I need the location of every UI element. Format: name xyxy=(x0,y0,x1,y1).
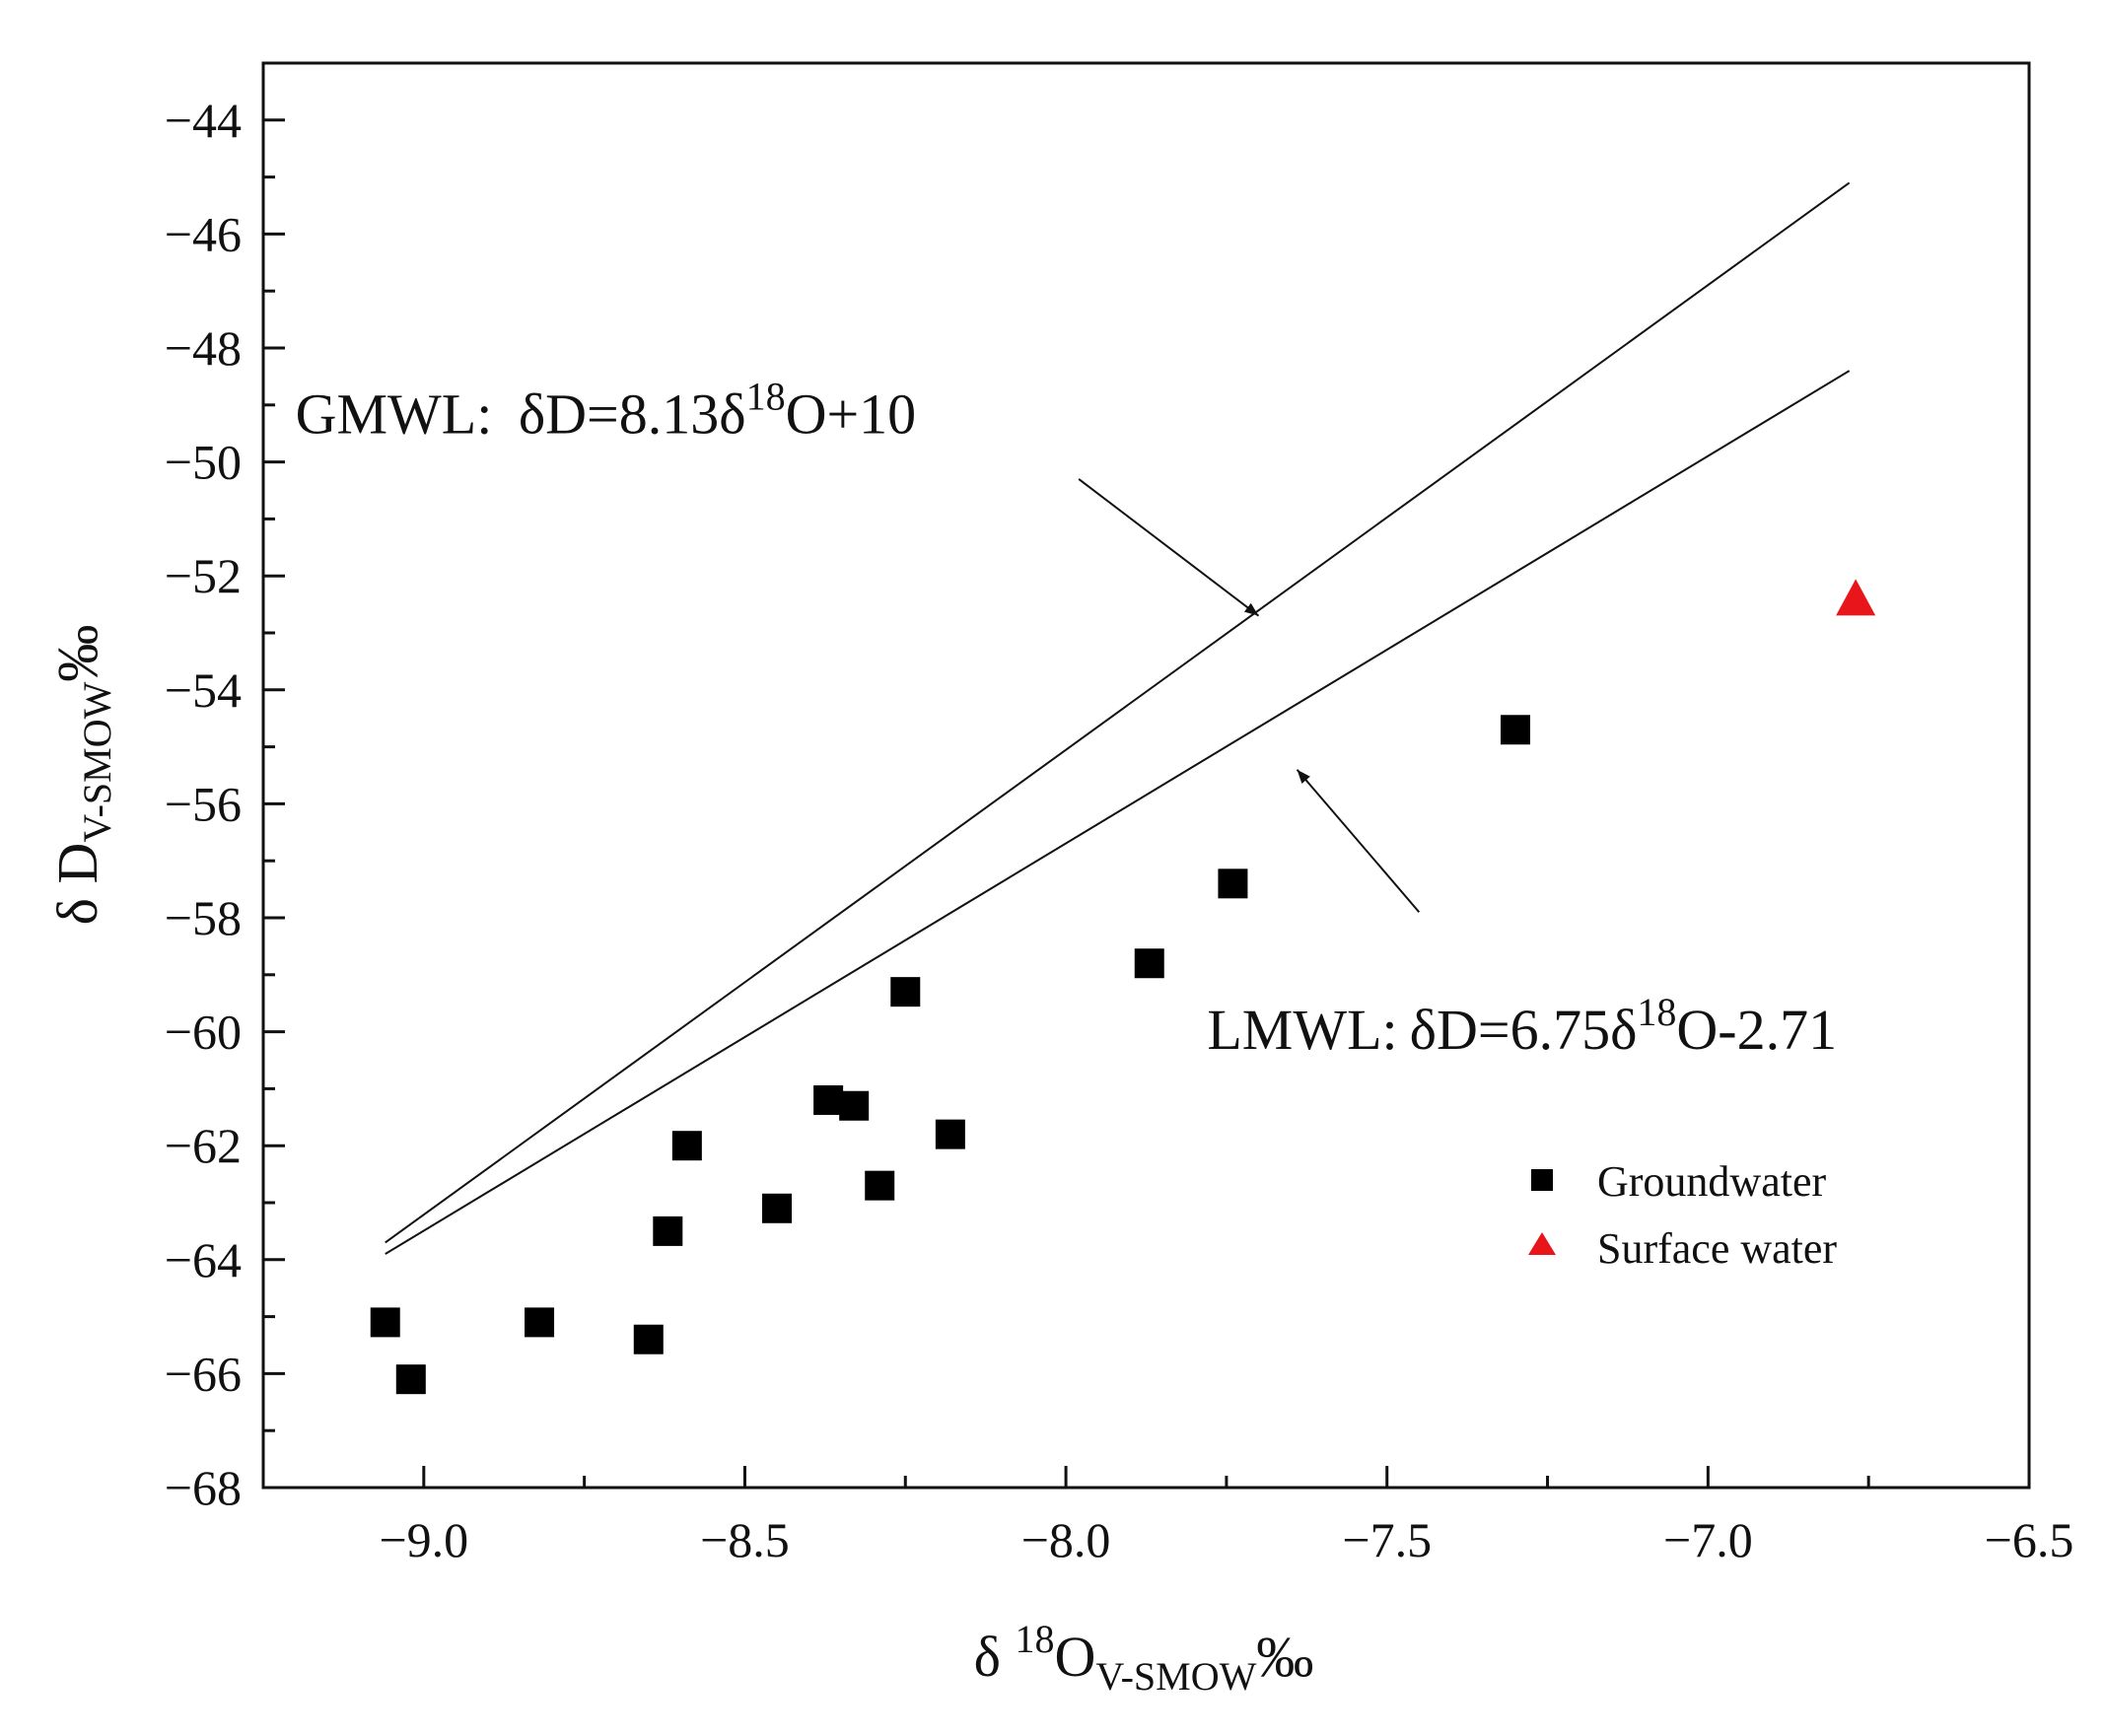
reference-lines xyxy=(385,181,1851,1255)
y-axis-title: δ DV-SMOW‰ xyxy=(45,625,119,926)
data-points xyxy=(370,579,1876,1395)
lmwl-equation: LMWL: δD=6.75δ18O-2.71 xyxy=(1207,990,1837,1062)
x-axis-title-sup: 18 xyxy=(1015,1617,1054,1661)
x-tick-label: −7.0 xyxy=(1663,1512,1753,1567)
groundwater-point xyxy=(890,977,921,1007)
x-tick-label: −6.5 xyxy=(1985,1512,2074,1567)
lmwl-arrow xyxy=(1296,769,1421,913)
x-axis-title-sub: V-SMOW xyxy=(1095,1654,1256,1699)
legend-marker-surface-water xyxy=(1528,1232,1556,1255)
y-axis-title-main: δ D xyxy=(45,843,109,926)
x-axis-title: δ 18OV-SMOW‰ xyxy=(974,1617,1314,1699)
lmwl-equation-sup: 18 xyxy=(1637,990,1676,1034)
y-tick-label: −50 xyxy=(165,435,242,490)
legend: Groundwater Surface water xyxy=(1528,1157,1837,1273)
x-axis-title-main: O xyxy=(1054,1625,1095,1689)
surface-water-point xyxy=(1836,579,1876,616)
x-axis-title-prefix: δ xyxy=(974,1625,1016,1689)
lmwl-line xyxy=(385,370,1851,1255)
y-tick-label: −62 xyxy=(165,1118,242,1173)
y-tick-label: −52 xyxy=(165,548,242,603)
y-tick-label: −66 xyxy=(165,1346,242,1401)
y-tick-label: −48 xyxy=(165,320,242,376)
y-tick-label: −56 xyxy=(165,776,242,831)
lmwl-equation-tail: O-2.71 xyxy=(1676,998,1837,1062)
groundwater-point xyxy=(653,1215,683,1246)
groundwater-point xyxy=(633,1324,664,1354)
legend-label-groundwater: Groundwater xyxy=(1597,1157,1826,1206)
y-tick-label: −58 xyxy=(165,890,242,945)
x-axis: −9.0 −8.5 −8.0 −7.5 −7.0 −6.5 xyxy=(261,1466,2074,1567)
x-tick-label: −8.0 xyxy=(1021,1512,1111,1567)
gmwl-equation: GMWL: δD=8.13δ18O+10 xyxy=(296,375,917,447)
groundwater-point xyxy=(813,1084,844,1115)
lmwl-equation-prefix: LMWL: xyxy=(1207,998,1397,1062)
y-tick-label: −60 xyxy=(165,1005,242,1060)
y-tick-label: −44 xyxy=(165,93,242,148)
groundwater-point xyxy=(525,1307,555,1338)
gmwl-equation-sup: 18 xyxy=(746,375,786,419)
x-axis-title-unit: ‰ xyxy=(1256,1625,1313,1689)
groundwater-point xyxy=(1500,715,1530,745)
y-axis-title-sub: V-SMOW xyxy=(75,681,119,842)
groundwater-point xyxy=(839,1090,870,1121)
legend-marker-groundwater xyxy=(1531,1169,1553,1191)
groundwater-point xyxy=(671,1131,702,1161)
y-tick-label: −54 xyxy=(165,662,242,718)
y-tick-label: −64 xyxy=(165,1232,242,1287)
gmwl-equation-prefix: GMWL: xyxy=(296,382,507,447)
y-axis-title-unit: ‰ xyxy=(45,625,109,682)
x-tick-label: −9.0 xyxy=(379,1512,468,1567)
x-tick-label: −8.5 xyxy=(700,1512,790,1567)
groundwater-point xyxy=(762,1193,793,1223)
gmwl-arrow xyxy=(1078,478,1260,617)
y-tick-label: −46 xyxy=(165,206,242,261)
legend-label-surface-water: Surface water xyxy=(1597,1224,1837,1273)
groundwater-point xyxy=(395,1364,426,1395)
groundwater-point xyxy=(1218,868,1248,899)
y-tick-label: −68 xyxy=(165,1460,242,1515)
groundwater-point xyxy=(370,1307,400,1338)
gmwl-equation-main: δD=8.13δ xyxy=(519,382,746,447)
y-axis: −68 −66 −64 −62 −60 −58 −56 −54 −52 −50 −48 −46 −44 xyxy=(165,61,285,1515)
gmwl-equation-tail: O+10 xyxy=(786,382,917,447)
groundwater-point xyxy=(935,1119,965,1149)
lmwl-equation-main: δD=6.75δ xyxy=(1410,998,1638,1062)
plot-frame xyxy=(261,61,2031,1490)
gmwl-line xyxy=(385,181,1851,1244)
groundwater-point xyxy=(865,1170,895,1201)
groundwater-point xyxy=(1134,948,1164,979)
x-tick-label: −7.5 xyxy=(1342,1512,1432,1567)
